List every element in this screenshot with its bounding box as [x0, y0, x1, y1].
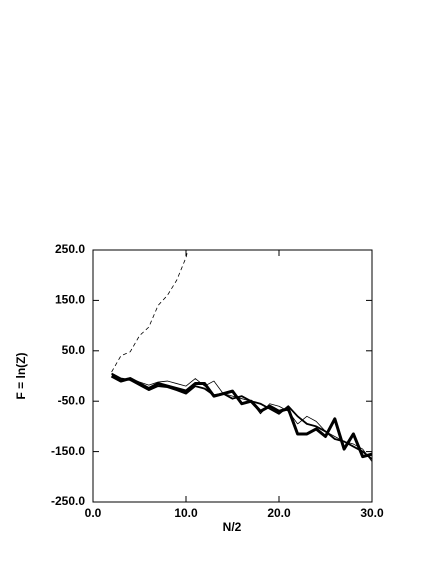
x-tick-label: 20.0 — [267, 506, 291, 520]
plot-frame — [92, 249, 373, 503]
y-tick-label: -50.0 — [58, 393, 86, 407]
y-tick-label: 250.0 — [55, 242, 85, 256]
y-axis-label: F = ln(Z) — [14, 353, 28, 400]
y-tick-label: -150.0 — [51, 444, 85, 458]
y-tick-label: 50.0 — [62, 343, 86, 357]
series-line — [111, 249, 189, 373]
y-tick-label: 150.0 — [55, 293, 85, 307]
x-tick-label: 30.0 — [360, 506, 384, 520]
x-tick-label: 10.0 — [174, 506, 198, 520]
y-tick-label: -250.0 — [51, 494, 85, 508]
series-line — [110, 374, 373, 459]
x-tick-label: 0.0 — [85, 506, 102, 520]
series-line — [111, 372, 373, 460]
x-axis-label: N/2 — [223, 520, 242, 534]
